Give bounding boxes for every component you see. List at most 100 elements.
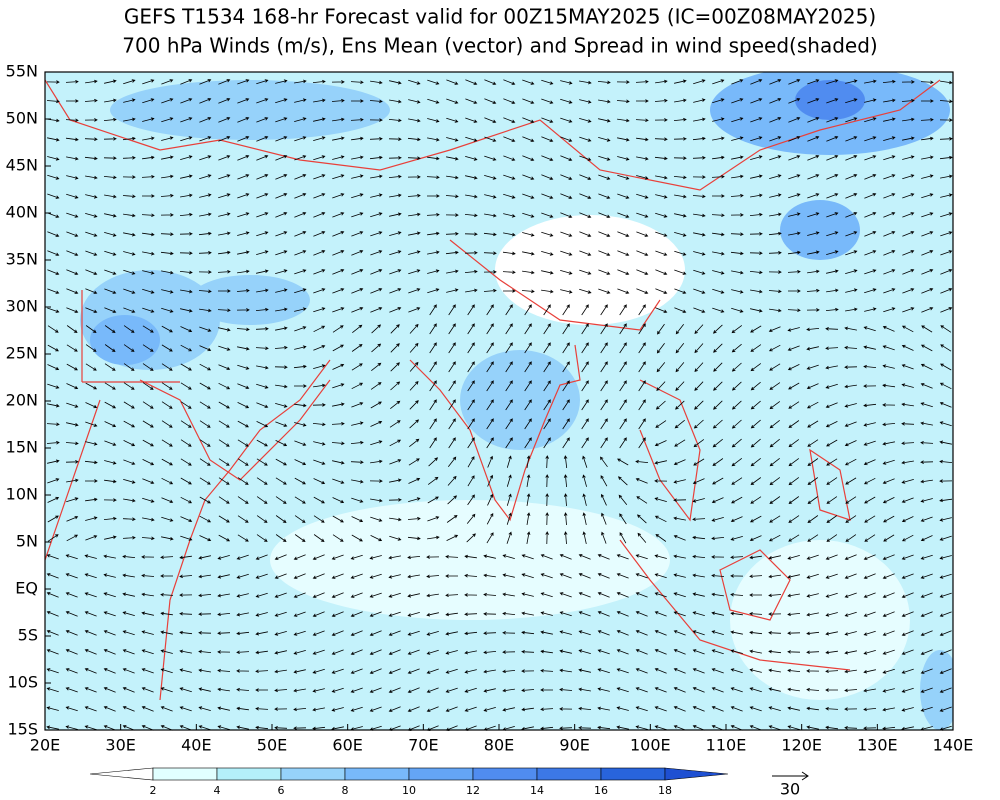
wind-arrow (545, 493, 549, 507)
wind-arrow (807, 136, 820, 142)
wind-arrow (161, 98, 174, 104)
wind-arrow (673, 630, 686, 636)
wind-arrow (180, 496, 193, 504)
wind-arrow (351, 402, 364, 408)
wind-arrow (864, 136, 877, 142)
wind-arrow (351, 534, 363, 542)
wind-arrow (161, 363, 173, 371)
wind-arrow (180, 79, 193, 85)
wind-arrow (84, 156, 98, 161)
wind-arrow (635, 573, 648, 579)
wind-arrow (370, 440, 383, 446)
wind-arrow (142, 439, 154, 447)
wind-arrow (104, 479, 117, 484)
wind-arrow (218, 420, 230, 428)
wind-arrow (429, 380, 437, 392)
wind-arrow (293, 364, 307, 369)
wind-arrow (505, 399, 513, 411)
wind-arrow (692, 649, 705, 655)
wind-arrow (731, 289, 744, 294)
wind-arrow (142, 98, 155, 104)
wind-arrow (731, 496, 743, 504)
wind-arrow (616, 573, 629, 579)
wind-arrow (673, 459, 686, 466)
wind-arrow (540, 649, 553, 654)
wind-arrow (864, 496, 876, 504)
wind-arrow (370, 459, 383, 464)
wind-arrow (217, 555, 230, 560)
wind-arrow (711, 517, 724, 522)
wind-arrow (731, 136, 744, 141)
wind-arrow (540, 573, 553, 579)
wind-arrow (448, 437, 456, 449)
wind-arrow (940, 250, 953, 256)
wind-arrow (199, 420, 211, 428)
wind-arrow (448, 418, 456, 430)
wind-arrow (505, 380, 513, 392)
wind-arrow (426, 175, 440, 180)
wind-arrow (920, 80, 934, 85)
wind-arrow (122, 175, 136, 179)
wind-arrow (902, 231, 915, 237)
wind-arrow (655, 194, 668, 199)
wind-arrow (180, 363, 192, 371)
wind-arrow (749, 593, 762, 597)
wind-arrow (407, 612, 420, 617)
wind-arrow (465, 117, 478, 123)
wind-arrow (141, 573, 155, 578)
wind-arrow (692, 611, 705, 616)
wind-arrow (749, 212, 763, 217)
wind-arrow (732, 381, 742, 391)
wind-arrow (826, 155, 839, 161)
lat-label: 45N (6, 156, 38, 175)
wind-arrow (218, 382, 231, 390)
wind-arrow (598, 212, 611, 218)
wind-arrow (826, 458, 838, 466)
wind-arrow (712, 251, 725, 256)
wind-arrow (616, 554, 629, 560)
wind-arrow (332, 402, 345, 407)
wind-arrow (560, 98, 573, 104)
wind-arrow (467, 323, 475, 335)
wind-arrow (825, 346, 839, 351)
wind-arrow (543, 323, 551, 335)
wind-arrow (369, 649, 382, 655)
wind-arrow (806, 631, 820, 636)
wind-arrow (350, 611, 363, 617)
wind-arrow (275, 477, 287, 485)
wind-arrow (655, 288, 668, 294)
wind-arrow (218, 250, 231, 255)
wind-arrow (712, 270, 725, 275)
wind-arrow (467, 456, 475, 468)
wind-arrow (161, 174, 174, 179)
wind-arrow (256, 212, 269, 218)
wind-arrow (274, 669, 287, 674)
wind-arrow (579, 269, 592, 275)
wind-arrow (65, 79, 79, 84)
wind-arrow (560, 193, 573, 199)
wind-arrow (274, 365, 288, 369)
wind-arrow (236, 288, 250, 293)
wind-arrow (750, 400, 761, 410)
wind-arrow (217, 593, 230, 598)
wind-arrow (693, 439, 705, 448)
wind-arrow (293, 669, 306, 674)
wind-arrow (84, 668, 97, 674)
wind-arrow (617, 118, 630, 123)
lon-label: 110E (706, 736, 747, 755)
wind-arrow (141, 592, 154, 597)
wind-arrow (256, 421, 269, 428)
wind-arrow (104, 344, 116, 352)
wind-arrow (66, 250, 79, 256)
wind-arrow (427, 194, 440, 198)
wind-arrow (429, 323, 437, 335)
wind-arrow (427, 535, 440, 540)
wind-arrow (142, 79, 155, 85)
wind-arrow (46, 554, 59, 560)
wind-arrow (616, 668, 629, 674)
wind-arrow (825, 421, 838, 428)
wind-arrow (389, 269, 402, 275)
wind-arrow (464, 631, 478, 636)
wind-arrow (769, 515, 781, 523)
wind-arrow (597, 80, 611, 85)
